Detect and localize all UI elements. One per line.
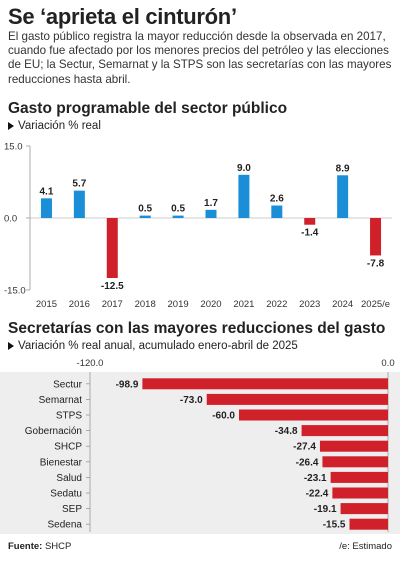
bar-value-label: -7.8 [367, 258, 385, 269]
bar-value-label: -34.8 [275, 426, 298, 437]
x-tick-label: 2019 [168, 299, 189, 310]
bar-value-label: 8.9 [336, 163, 350, 174]
bar [40, 198, 52, 218]
chart1-title: Gasto programable del sector público [8, 100, 288, 117]
bar-value-label: 0.5 [171, 204, 185, 215]
bar-value-label: -19.1 [314, 504, 337, 515]
lead-paragraph: El gasto público registra la mayor reduc… [8, 30, 392, 86]
bar-value-label: -27.4 [293, 442, 316, 453]
triangle-marker-icon [8, 122, 14, 130]
x-tick-label: 2015 [36, 299, 57, 310]
bar [139, 215, 151, 218]
chart2-subtitle: Variación % real anual, acumulado enero-… [18, 340, 298, 352]
bar-value-label: 0.5 [138, 204, 152, 215]
source-value: SHCP [44, 541, 72, 552]
spending-bar-chart: 15.0 0.0 -15.0 4.1 2015 5.7 2016 -12.5 2017 0.5 20… [4, 142, 392, 310]
bar [301, 425, 388, 437]
bar [142, 378, 388, 390]
y-tick-label: -15.0 [4, 286, 26, 297]
bar [322, 456, 388, 468]
bar [239, 409, 388, 421]
bar [172, 215, 184, 218]
chart2-title: Secretarías con las mayores reducciones … [8, 320, 386, 337]
bar-value-label: 9.0 [237, 163, 251, 174]
bar [332, 487, 388, 499]
x-tick-label: 2020 [200, 299, 221, 310]
bar-value-label: -22.4 [306, 489, 329, 500]
bar-value-label: 1.7 [204, 198, 218, 209]
category-label: STPS [56, 411, 82, 422]
x-tick-label: -120.0 [77, 358, 104, 369]
bar [238, 174, 250, 218]
y-tick-label: 15.0 [4, 142, 23, 153]
bar-value-label: -1.4 [301, 228, 319, 239]
source-note: Fuente: SHCP [8, 541, 71, 552]
chart1-subtitle-row: Variación % real [8, 120, 101, 132]
category-label: Semarnat [39, 395, 83, 406]
x-tick-label: 2018 [135, 299, 156, 310]
page-title: Se ‘aprieta el cinturón’ [8, 4, 237, 29]
category-label: Sectur [53, 379, 83, 390]
estimate-note: /e: Estimado [339, 541, 392, 552]
x-tick-label: 0.0 [381, 358, 394, 369]
bar [340, 503, 388, 515]
bar [73, 190, 85, 218]
category-label: SEP [62, 504, 82, 515]
bar [206, 393, 388, 405]
category-label: Sedena [48, 520, 83, 531]
x-tick-label: 2024 [332, 299, 353, 310]
bar-value-label: -73.0 [180, 395, 203, 406]
bar-value-label: -12.5 [101, 281, 124, 292]
x-tick-label: 2017 [102, 299, 123, 310]
bar-value-label: 2.6 [270, 194, 284, 205]
bar-value-label: -60.0 [212, 411, 235, 422]
ministries-bar-chart: -120.0 0.0 Sectur -98.9 Semarnat -73.0 STPS -60… [25, 358, 395, 532]
category-label: Bienestar [40, 457, 83, 468]
category-label: Sedatu [50, 489, 82, 500]
source-label: Fuente: [8, 541, 43, 552]
bar [106, 218, 118, 278]
bar [330, 471, 388, 483]
x-tick-label: 2022 [266, 299, 287, 310]
bar-value-label: 4.1 [40, 186, 54, 197]
y-tick-label: 0.0 [4, 214, 17, 225]
bar-value-label: 5.7 [72, 179, 86, 190]
bar [271, 205, 283, 218]
category-label: Gobernación [25, 426, 82, 437]
x-tick-label: 2025/e [361, 299, 390, 310]
bar [304, 218, 316, 225]
bar-value-label: -15.5 [323, 520, 346, 531]
x-tick-label: 2023 [299, 299, 320, 310]
x-tick-label: 2016 [69, 299, 90, 310]
bar [370, 218, 382, 256]
category-label: SHCP [54, 442, 82, 453]
chart2-subtitle-row: Variación % real anual, acumulado enero-… [8, 340, 298, 352]
bar [319, 440, 388, 452]
category-label: Salud [56, 473, 82, 484]
bar-value-label: -23.1 [304, 473, 327, 484]
bar-value-label: -98.9 [116, 379, 139, 390]
x-tick-label: 2021 [233, 299, 254, 310]
bar-value-label: -26.4 [296, 457, 319, 468]
bar [349, 518, 388, 530]
chart1-subtitle: Variación % real [18, 120, 101, 132]
triangle-marker-icon [8, 342, 14, 350]
bar [337, 175, 349, 218]
bar [205, 209, 217, 218]
